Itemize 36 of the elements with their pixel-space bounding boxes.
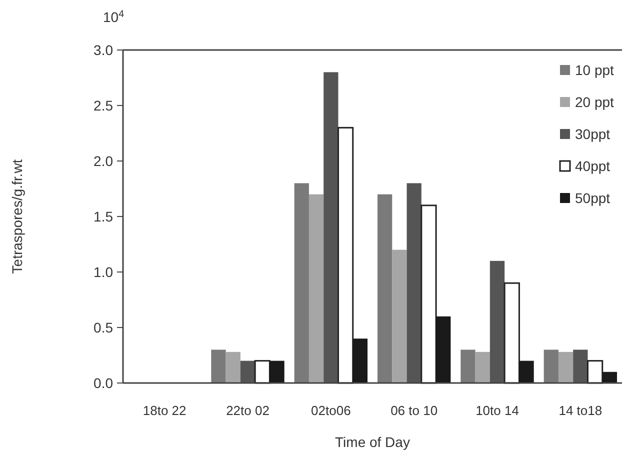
bar	[392, 250, 407, 383]
y-tick-label: 0.5	[94, 319, 114, 336]
bar	[490, 260, 505, 383]
bar	[544, 350, 558, 383]
y-tick-label: 0.0	[94, 374, 114, 391]
bar	[558, 352, 574, 383]
text: 10$^{4}$	[103, 8, 125, 25]
bar	[226, 352, 240, 383]
bar	[377, 194, 392, 383]
legend-label: 10 ppt	[575, 62, 614, 78]
y-axis-title: Tetraspores/g.fr.wt	[9, 159, 25, 274]
x-tick-label: 18to 22	[142, 403, 186, 418]
x-tick-label: 06 to 10	[390, 403, 438, 418]
y-tick-label: 2.0	[94, 152, 114, 169]
bar	[475, 352, 490, 383]
x-tick-label: 10to 14	[476, 403, 519, 418]
legend-label: 30ppt	[575, 126, 610, 142]
y-tick-label: 3.0	[94, 42, 114, 58]
y-tick-label: 2.5	[94, 97, 114, 114]
bar	[294, 183, 309, 383]
x-axis-title: Time of Day	[335, 434, 410, 450]
bar	[308, 194, 324, 383]
legend-label: 20 ppt	[575, 94, 614, 110]
bar	[406, 183, 422, 383]
x-tick-label: 14 to18	[558, 403, 602, 418]
legend-label: 50ppt	[575, 190, 610, 206]
bar	[211, 350, 226, 383]
bar	[324, 72, 338, 383]
bar	[240, 360, 256, 383]
legend-label: 40ppt	[575, 158, 610, 174]
x-tick-label: 02to06	[311, 403, 351, 418]
bar	[460, 350, 476, 383]
x-tick-label: 22to 02	[226, 403, 270, 418]
y-tick-label: 1.0	[94, 264, 114, 280]
bar	[573, 350, 588, 383]
y-tick-label: 1.5	[94, 208, 114, 224]
